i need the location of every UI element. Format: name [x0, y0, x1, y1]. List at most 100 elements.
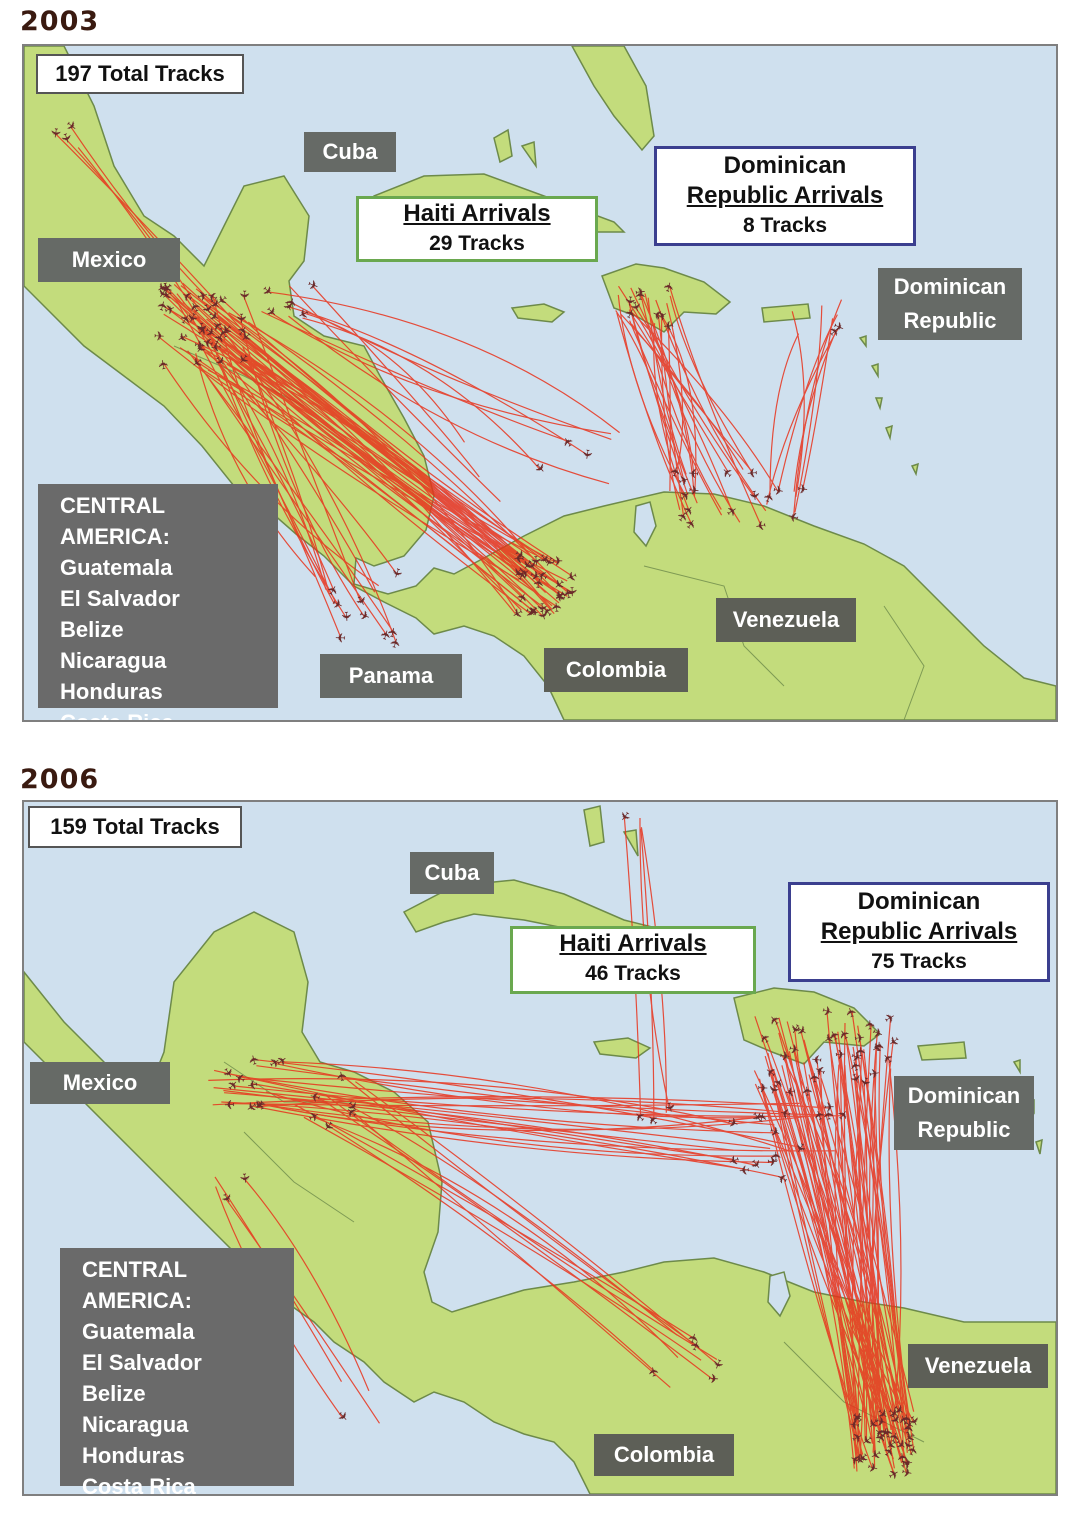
flight-track — [224, 1092, 756, 1166]
haiti-arrivals-title: Haiti Arrivals — [403, 200, 551, 227]
florida-land — [571, 46, 655, 152]
flight-track — [212, 295, 335, 605]
flight-track — [615, 310, 685, 482]
flight-track — [54, 132, 245, 333]
aircraft-icon: ✈ — [808, 1072, 824, 1084]
aircraft-icon: ✈ — [236, 290, 251, 301]
bahamas-land — [583, 805, 639, 857]
flight-track — [240, 1076, 830, 1116]
aircraft-icon: ✈ — [531, 577, 548, 591]
aircraft-icon: ✈ — [779, 1104, 793, 1121]
central-america-country: Nicaragua — [82, 1412, 189, 1437]
aircraft-icon: ✈ — [877, 1425, 895, 1440]
label-dominican-republic: Dominican Republic — [878, 268, 1022, 340]
aircraft-icon: ✈ — [387, 565, 405, 580]
flight-track — [667, 324, 671, 492]
aircraft-icon: ✈ — [812, 1107, 830, 1122]
flight-track — [64, 138, 199, 308]
aircraft-icon: ✈ — [233, 313, 248, 324]
flight-track — [187, 350, 395, 634]
flight-track — [229, 1102, 800, 1107]
flight-track — [837, 1031, 903, 1431]
jamaica-land — [592, 1037, 652, 1059]
aircraft-icon: ✈ — [335, 629, 347, 644]
flight-track — [256, 1065, 775, 1126]
aircraft-icon: ✈ — [338, 610, 354, 622]
haiti-arrivals-box: Haiti Arrivals 46 Tracks — [510, 926, 756, 994]
aircraft-icon: ✈ — [224, 1096, 236, 1111]
label-cuba: Cuba — [304, 132, 396, 172]
label-colombia: Colombia — [594, 1434, 734, 1476]
flight-track — [828, 1037, 876, 1454]
aircraft-icon: ✈ — [902, 1456, 914, 1472]
flight-track — [243, 1177, 370, 1392]
label-dominican-republic-line1: Dominican — [907, 1083, 1021, 1108]
aircraft-icon: ✈ — [153, 329, 165, 345]
aircraft-icon: ✈ — [901, 1422, 918, 1436]
flight-track — [857, 1025, 908, 1453]
flight-track — [639, 292, 722, 510]
map-2006-graphic: ✈✈✈✈✈✈✈✈✈✈✈✈✈✈✈✈✈✈✈✈✈✈✈ ✈✈✈✈✈✈✈✈✈✈✈✈✈✈✈✈✈… — [24, 802, 1056, 1494]
label-dominican-republic: Dominican Republic — [894, 1076, 1034, 1150]
aircraft-icon: ✈ — [820, 1004, 835, 1022]
flight-tracks-2003 — [54, 126, 843, 644]
aircraft-icon: ✈ — [707, 1372, 719, 1388]
central-america-country: Guatemala — [60, 555, 173, 580]
flight-track — [851, 1078, 863, 1472]
flight-track — [228, 312, 536, 562]
label-dominican-republic-line2: Republic — [917, 1117, 1011, 1142]
flight-track — [303, 1116, 702, 1361]
flight-track — [314, 1116, 679, 1359]
aircraft-icon: ✈ — [210, 338, 223, 354]
lesser-antilles — [858, 334, 919, 477]
aircraft-icon: ✈ — [855, 1074, 873, 1089]
flight-tracks-2006 — [208, 815, 915, 1476]
aircraft-icon: ✈ — [872, 1041, 888, 1053]
flight-track — [287, 306, 587, 455]
aircraft-icon: ✈ — [388, 636, 406, 651]
aircraft-icon: ✈ — [634, 290, 649, 301]
haiti-arrivals-tracks: 29 Tracks — [429, 232, 525, 255]
flight-track — [265, 1091, 778, 1157]
dr-arrivals-box: Dominican Republic Arrivals 8 Tracks — [654, 146, 916, 246]
aircraft-icon: ✈ — [626, 299, 644, 314]
flight-track — [261, 310, 569, 443]
dr-arrivals-tracks: 8 Tracks — [742, 214, 828, 237]
flight-track — [181, 335, 541, 585]
aircraft-icon: ✈ — [334, 1069, 351, 1083]
aircraft-icon: ✈ — [156, 281, 172, 294]
total-tracks-box: 197 Total Tracks — [36, 54, 244, 94]
flight-track — [292, 302, 612, 440]
aircraft-icon: ✈ — [771, 483, 785, 500]
aircraft-markers-2006: ✈✈✈✈✈✈✈✈✈✈✈✈✈✈✈✈✈✈✈✈✈✈✈ ✈✈✈✈✈✈✈✈✈✈✈✈✈✈✈✈✈… — [217, 807, 923, 1485]
aircraft-icon: ✈ — [725, 1115, 741, 1133]
aircraft-icon: ✈ — [708, 1356, 726, 1372]
dr-arrivals-tracks: 75 Tracks — [871, 950, 967, 973]
flight-track — [758, 1078, 874, 1470]
dr-arrivals-title-line2: Republic Arrivals — [686, 182, 884, 209]
aircraft-icon: ✈ — [778, 1049, 791, 1065]
aircraft-icon: ✈ — [843, 1005, 861, 1020]
label-dominican-republic-line1: Dominican — [893, 274, 1007, 299]
flight-track — [289, 285, 501, 503]
dr-arrivals-title-line1: Dominican — [723, 152, 847, 179]
aircraft-icon: ✈ — [621, 294, 637, 307]
flight-track — [179, 347, 533, 611]
flight-track — [770, 1071, 864, 1455]
aircraft-icon: ✈ — [284, 296, 302, 311]
aircraft-icon: ✈ — [686, 1331, 703, 1346]
puerto-rico-land — [761, 303, 811, 323]
flight-track — [225, 1198, 381, 1424]
aircraft-icon: ✈ — [874, 1414, 888, 1431]
flight-track — [661, 316, 697, 497]
flight-track — [754, 1016, 874, 1444]
flight-track — [863, 1049, 879, 1453]
flight-track — [242, 294, 361, 602]
flight-track — [826, 1012, 874, 1423]
puerto-rico-land — [917, 1041, 967, 1061]
flight-track — [834, 1034, 892, 1430]
aircraft-icon: ✈ — [661, 280, 678, 295]
dr-arrivals-box: Dominican Republic Arrivals 75 Tracks — [788, 882, 1050, 982]
aircraft-icon: ✈ — [533, 602, 548, 613]
aircraft-icon: ✈ — [156, 358, 173, 371]
